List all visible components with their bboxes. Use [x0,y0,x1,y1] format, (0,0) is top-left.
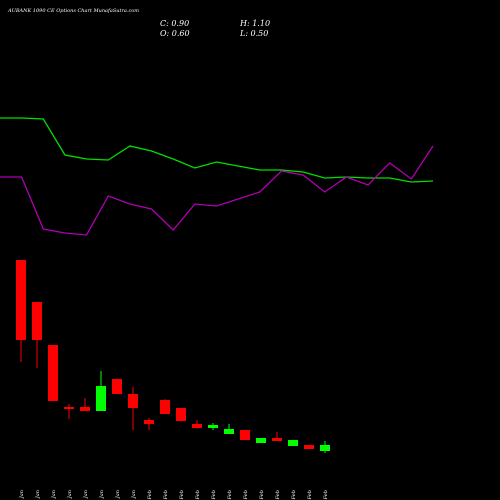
candle-body [112,379,122,394]
line [0,145,434,236]
candle-body [16,260,26,340]
candle-body [256,438,266,443]
candle-body [192,424,202,428]
x-tick-label: 13 Feb [275,490,281,500]
x-tick-label: 12 Feb [259,490,265,500]
candle-body [176,408,186,421]
summary-close: C: 0.90 [160,19,189,28]
x-tick-label: 11 Feb [243,490,249,500]
candle-body [288,440,298,446]
candle-body [48,345,58,401]
candle-body [272,438,282,441]
candle-body [32,302,42,340]
summary-open: O: 0.60 [160,29,190,38]
x-tick-label: 07 Feb [211,490,217,500]
line [0,117,434,183]
candle-body [304,445,314,449]
candle-body [96,386,106,411]
candle-body [80,407,90,411]
x-tick-label: 06 Feb [195,490,201,500]
candle-body [240,430,250,440]
x-tick-label: 17 Feb [307,490,313,500]
candle-body [160,400,170,414]
x-tick-label: 27 Jan [67,490,73,500]
chart-title: AUBANK 1090 CE Options Chart MunafaSutra… [7,8,139,14]
candle-body [128,394,138,408]
x-tick-label: 21 Jan [19,490,25,500]
summary-high: H: 1.10 [239,19,270,28]
x-tick-label: 04 Feb [163,490,169,500]
candle-body [144,420,154,424]
candle-body [320,445,330,451]
x-tick-label: 22 Jan [35,490,41,500]
x-tick-label: 30 Jan [115,490,121,500]
candle-body [208,425,218,428]
x-tick-label: 14 Feb [291,490,297,500]
x-tick-label: 18 Feb [323,490,329,500]
x-tick-label: 31 Jan [131,490,137,500]
x-tick-label: 23 Jan [51,490,57,500]
candle-body [224,429,234,434]
x-tick-label: 10 Feb [227,490,233,500]
x-tick-label: 03 Feb [147,490,153,500]
x-tick-label: 05 Feb [179,490,185,500]
candle-body [64,407,74,409]
x-tick-label: 29 Jan [99,490,105,500]
summary-low: L: 0.50 [239,29,268,38]
x-tick-label: 28 Jan [83,490,89,500]
